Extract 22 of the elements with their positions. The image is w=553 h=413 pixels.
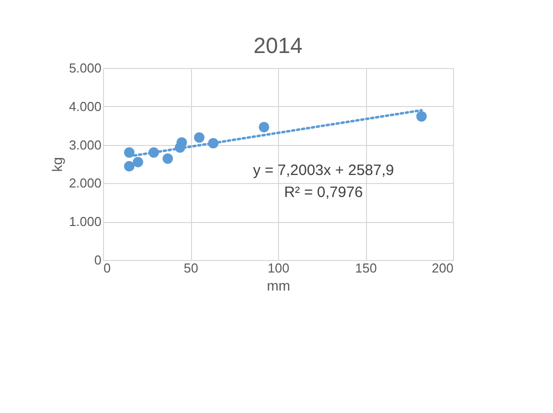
y-axis-title: kg xyxy=(48,157,65,172)
chart-title: 2014 xyxy=(254,33,302,58)
x-tick-label: 150 xyxy=(355,260,377,276)
x-tick-label: 100 xyxy=(268,260,290,276)
y-tick-label: 3.000 xyxy=(68,137,102,152)
annotation: R² = 0,7976 xyxy=(284,184,363,201)
point xyxy=(162,153,173,164)
annotation: y = 7,2003x + 2587,9 xyxy=(253,162,394,179)
x-tick-label: 0 xyxy=(104,260,111,276)
point xyxy=(416,111,427,122)
point xyxy=(194,132,204,143)
point xyxy=(176,137,187,148)
point xyxy=(124,161,134,172)
point xyxy=(132,156,144,168)
x-tick-label: 50 xyxy=(184,260,198,276)
x-tick-label: 200 xyxy=(432,260,454,276)
point xyxy=(258,122,270,132)
y-tick-label: 1.000 xyxy=(68,214,102,230)
x-axis-title: mm xyxy=(266,278,290,294)
y-tick-label: 4.000 xyxy=(68,98,102,114)
y-tick-label: 5.000 xyxy=(68,60,102,76)
y-tick-label: 2.000 xyxy=(68,176,102,191)
